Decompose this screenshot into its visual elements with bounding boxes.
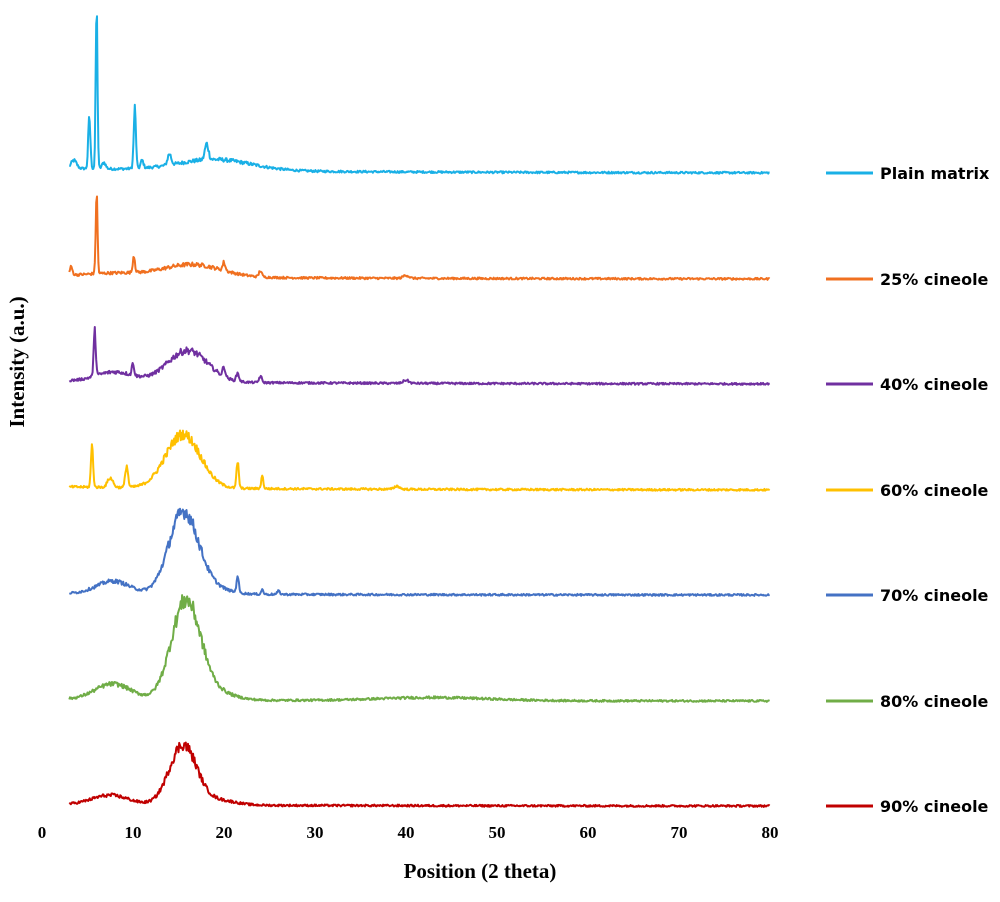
legend: Plain matrix 25% cineole 40% cineole 60% ci…: [826, 164, 990, 816]
legend-label-6: 90% cineole: [880, 797, 989, 816]
legend-label-5: 80% cineole: [880, 692, 989, 711]
legend-item-0: Plain matrix: [826, 164, 990, 183]
series-line-5: [68, 594, 770, 703]
legend-label-1: 25% cineole: [880, 270, 989, 289]
series-line-2: [68, 326, 771, 386]
series-line-4: [69, 507, 770, 597]
x-tick-label-5: 50: [489, 823, 506, 842]
legend-item-1: 25% cineole: [826, 270, 989, 289]
legend-item-5: 80% cineole: [826, 692, 989, 711]
x-axis-title: Position (2 theta): [404, 859, 557, 883]
x-tick-label-0: 0: [38, 823, 47, 842]
x-tick-label-6: 60: [580, 823, 597, 842]
legend-label-3: 60% cineole: [880, 481, 989, 500]
y-axis-title: Intensity (a.u.): [5, 296, 29, 427]
x-tick-label-1: 10: [125, 823, 142, 842]
plot-area: [68, 15, 771, 808]
legend-item-3: 60% cineole: [826, 481, 989, 500]
legend-item-2: 40% cineole: [826, 375, 989, 394]
x-tick-label-7: 70: [671, 823, 688, 842]
series-line-3: [68, 429, 771, 492]
series-line-0: [69, 15, 770, 175]
x-tick-label-3: 30: [307, 823, 324, 842]
x-tick-label-4: 40: [398, 823, 415, 842]
x-tick-labels: 0 10 20 30 40 50 60 70 80: [38, 823, 779, 842]
legend-item-4: 70% cineole: [826, 586, 989, 605]
x-tick-label-8: 80: [762, 823, 779, 842]
legend-label-0: Plain matrix: [880, 164, 990, 183]
x-tick-label-2: 20: [216, 823, 233, 842]
legend-label-2: 40% cineole: [880, 375, 989, 394]
series-line-1: [68, 195, 771, 281]
series-line-6: [68, 741, 771, 808]
legend-item-6: 90% cineole: [826, 797, 989, 816]
legend-label-4: 70% cineole: [880, 586, 989, 605]
